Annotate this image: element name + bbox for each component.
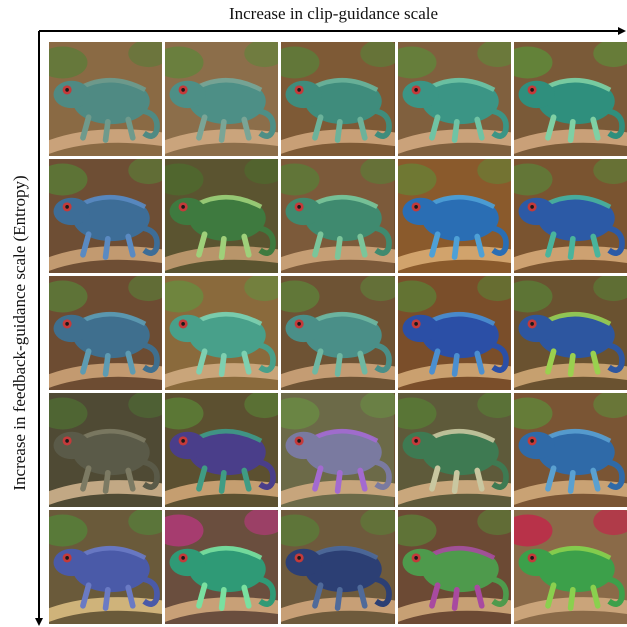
grid-image-r1-c1: [49, 42, 163, 156]
grid-image-r1-c3: [281, 42, 395, 156]
grid-image-r1-c2: [165, 42, 279, 156]
grid-image-r3-c2: [165, 276, 279, 390]
grid-image-r5-c5: [513, 510, 627, 624]
x-axis-arrowhead: [618, 27, 626, 35]
grid-image-r5-c2: [165, 510, 279, 624]
grid-image-r3-c1: [49, 276, 163, 390]
grid-image-r2-c4: [397, 159, 511, 273]
y-axis-arrowhead: [35, 618, 43, 626]
grid-image-r5-c1: [49, 510, 163, 624]
grid-image-r4-c4: [397, 393, 511, 507]
grid-image-r2-c1: [49, 159, 163, 273]
grid-image-r3-c5: [513, 276, 627, 390]
grid-image-r5-c4: [397, 510, 511, 624]
grid-image-r1-c4: [397, 42, 511, 156]
grid-image-r4-c5: [513, 393, 627, 507]
grid-image-r5-c3: [281, 510, 395, 624]
grid-image-r4-c2: [165, 393, 279, 507]
grid-image-r4-c3: [281, 393, 395, 507]
grid-image-r3-c3: [281, 276, 395, 390]
grid-image-r3-c4: [397, 276, 511, 390]
x-axis-label: Increase in clip-guidance scale: [228, 4, 439, 23]
grid-image-r2-c3: [281, 159, 395, 273]
image-grid: [49, 42, 627, 624]
grid-image-r1-c5: [513, 42, 627, 156]
grid-image-r2-c5: [513, 159, 627, 273]
grid-image-r4-c1: [49, 393, 163, 507]
grid-image-r2-c2: [165, 159, 279, 273]
